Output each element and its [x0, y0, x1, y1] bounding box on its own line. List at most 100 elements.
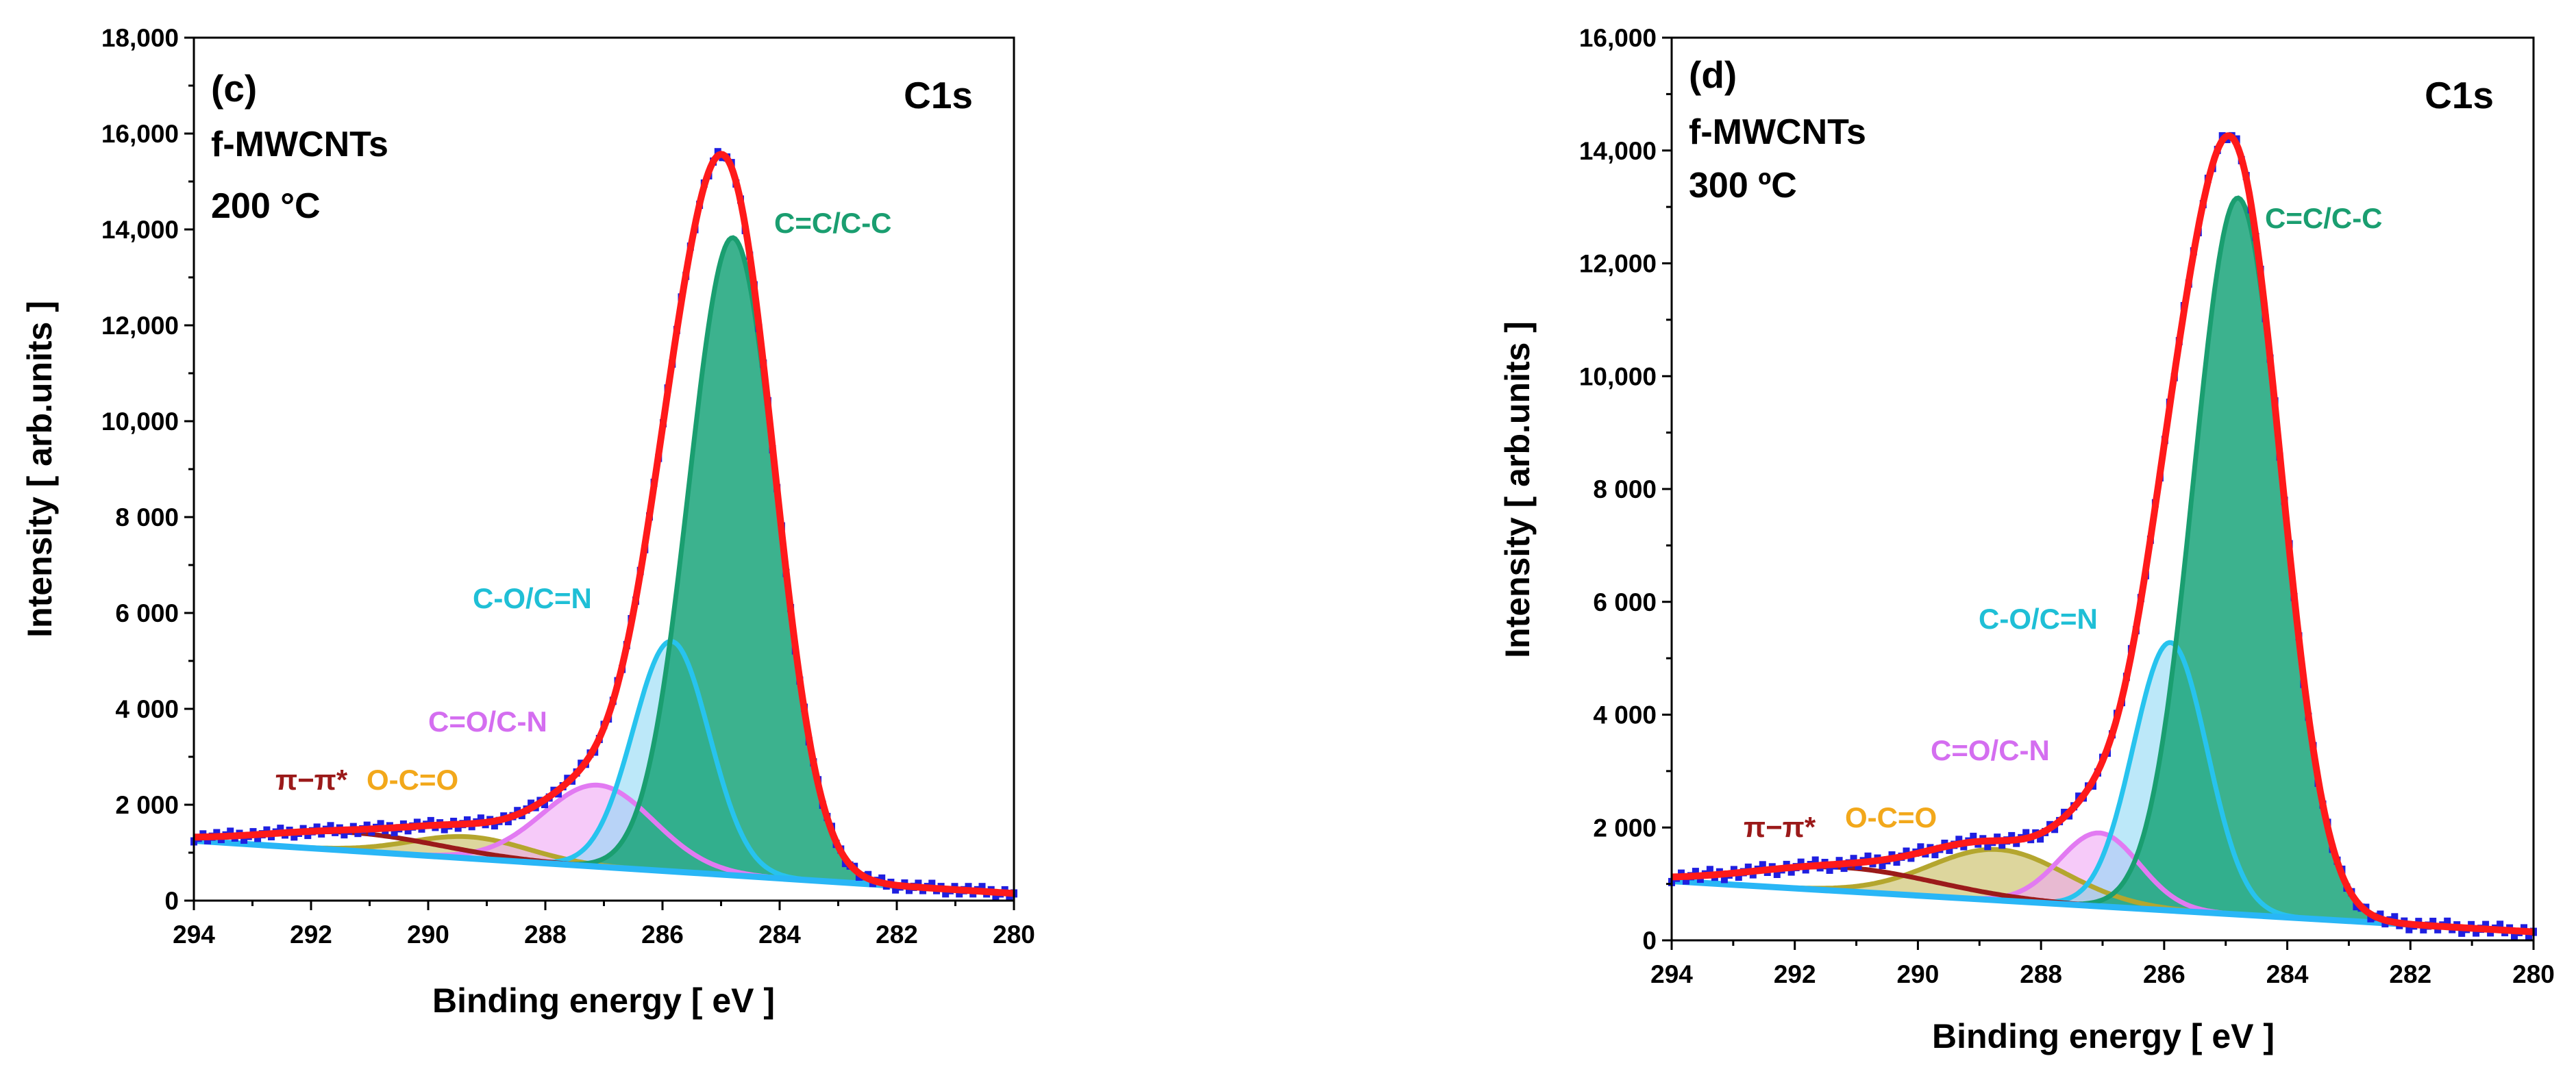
- c-data-point: [441, 825, 448, 833]
- c-data-point: [878, 874, 886, 883]
- c-data-point: [978, 883, 986, 892]
- d-data-point: [1970, 832, 1977, 841]
- d-y-tick-label: 12,000: [1579, 250, 1657, 278]
- d-data-point: [2429, 918, 2437, 926]
- d-y-axis-title: Intensity [ arb.units ]: [1498, 321, 1537, 658]
- d-fill-1: [1672, 642, 2534, 932]
- d-data-point: [2008, 831, 2016, 840]
- c-y-tick-label: 16,000: [101, 120, 179, 148]
- c-sample-label: f-MWCNTs: [211, 125, 388, 164]
- c-data-point: [942, 889, 950, 898]
- c-data-point: [227, 827, 234, 836]
- c-x-tick-label: 294: [173, 920, 215, 949]
- d-data-point: [2458, 928, 2466, 937]
- c-data-point: [965, 883, 972, 892]
- d-data-point: [2473, 928, 2480, 937]
- c-data-point: [413, 818, 421, 827]
- d-x-tick-label: 290: [1897, 960, 1940, 988]
- d-data-point: [1917, 843, 1924, 852]
- d-y-tick-label: 10,000: [1579, 362, 1657, 390]
- c-y-tick-label: 4 000: [115, 695, 179, 723]
- d-data-point: [1759, 861, 1766, 870]
- d-temperature-label: 300 ºC: [1689, 166, 1797, 205]
- d-data-point: [2391, 913, 2399, 922]
- c-x-tick-label: 290: [407, 920, 449, 949]
- c-data-point: [304, 831, 312, 840]
- c-data-point: [327, 822, 334, 831]
- c-y-tick-label: 0: [164, 887, 179, 915]
- c-data-point: [956, 889, 963, 898]
- d-data-point: [2037, 834, 2044, 843]
- c-data-point: [464, 816, 471, 825]
- d-x-tick-label: 294: [1650, 960, 1693, 988]
- d-label-c-c: C=C/C-C: [2265, 202, 2383, 234]
- d-data-point: [1955, 836, 1963, 844]
- d-data-point: [1735, 873, 1742, 881]
- c-y-axis-title: Intensity [ arb.units ]: [21, 301, 59, 638]
- c-y-tick-label: 18,000: [101, 24, 179, 52]
- d-data-point: [1706, 866, 1713, 875]
- c-data-point: [528, 799, 535, 808]
- c-envelope-curve: [194, 151, 1015, 897]
- d-data-point: [2367, 914, 2375, 923]
- panel-c: 294 292 290 288 286 284 282 280 0 2 000 4 000 6 000…: [21, 24, 1035, 1020]
- d-y-tick-label: 4 000: [1593, 701, 1657, 729]
- d-data-point: [1692, 868, 1699, 877]
- c-label-o-c-o: O-C=O: [367, 764, 458, 796]
- d-data-point: [2420, 925, 2427, 933]
- c-data-point: [391, 827, 398, 836]
- d-label-pi: π−π*: [1744, 811, 1816, 843]
- c-x-tick-label: 284: [758, 920, 801, 949]
- d-label-c-o: C-O/C=N: [1979, 603, 2098, 635]
- d-y-tick-label: 6 000: [1593, 588, 1657, 616]
- d-data-point: [1744, 863, 1752, 872]
- c-x-tick-label: 286: [641, 920, 684, 949]
- d-plot-frame: [1670, 36, 2535, 942]
- c-data-point: [377, 820, 384, 829]
- c-y-tick-label: 10,000: [101, 408, 179, 436]
- d-y-tick-label: 0: [1642, 927, 1657, 955]
- d-x-axis-title: Binding energy [ eV ]: [1932, 1017, 2275, 1055]
- d-x-tick-label: 286: [2143, 960, 2185, 988]
- c-data-point: [277, 825, 284, 833]
- d-data-point: [1946, 845, 1953, 854]
- d-data-point: [1773, 870, 1781, 878]
- c-label-c-c: C=C/C-C: [774, 207, 892, 239]
- c-data-point: [290, 832, 298, 841]
- d-data-point: [2525, 931, 2532, 940]
- d-data-point: [1903, 847, 1910, 856]
- c-data-point: [541, 800, 548, 808]
- c-x-tick-label: 292: [290, 920, 332, 949]
- d-data-point: [1984, 842, 1992, 851]
- d-y-tick-label: 16,000: [1579, 24, 1657, 52]
- c-fill-1: [194, 641, 1014, 894]
- d-envelope-curve: [1672, 132, 2534, 936]
- d-x-tick-label: 288: [2020, 960, 2062, 988]
- d-axis-ticks: 294 292 290 288 286 284 282 280 0 2 000 4 000 6 000…: [1579, 24, 2555, 988]
- d-data-point: [2022, 829, 2030, 838]
- d-x-tick-label: 282: [2389, 960, 2431, 988]
- d-data-point: [2405, 925, 2413, 933]
- d-data-point: [1840, 864, 1848, 873]
- c-x-tick-label: 288: [524, 920, 567, 949]
- c-label-pi: π−π*: [275, 764, 348, 796]
- c-x-axis-title: Binding energy [ eV ]: [432, 981, 775, 1020]
- c-label-c-n: C=O/C-N: [428, 705, 547, 738]
- c-data-point: [340, 830, 348, 839]
- d-sample-label: f-MWCNTs: [1689, 112, 1866, 152]
- d-data-point: [1826, 865, 1833, 874]
- d-y-tick-label: 8 000: [1593, 475, 1657, 503]
- c-data-point: [363, 821, 371, 830]
- panel-d: 294 292 290 288 286 284 282 280 0 2 000 4 000 6 000…: [1498, 24, 2555, 1055]
- d-corner-label: C1s: [2425, 74, 2494, 116]
- d-data-point: [2444, 917, 2451, 926]
- d-data-point: [1864, 852, 1872, 861]
- c-axis-ticks: 294 292 290 288 286 284 282 280 0 2 000 4 000 6 000…: [101, 24, 1035, 949]
- d-data-point: [1720, 875, 1728, 883]
- c-data-point: [240, 836, 248, 844]
- c-temperature-label: 200 °C: [211, 186, 321, 226]
- d-data-point: [1879, 861, 1886, 869]
- c-data-point: [263, 826, 271, 835]
- d-x-tick-label: 280: [2512, 960, 2555, 988]
